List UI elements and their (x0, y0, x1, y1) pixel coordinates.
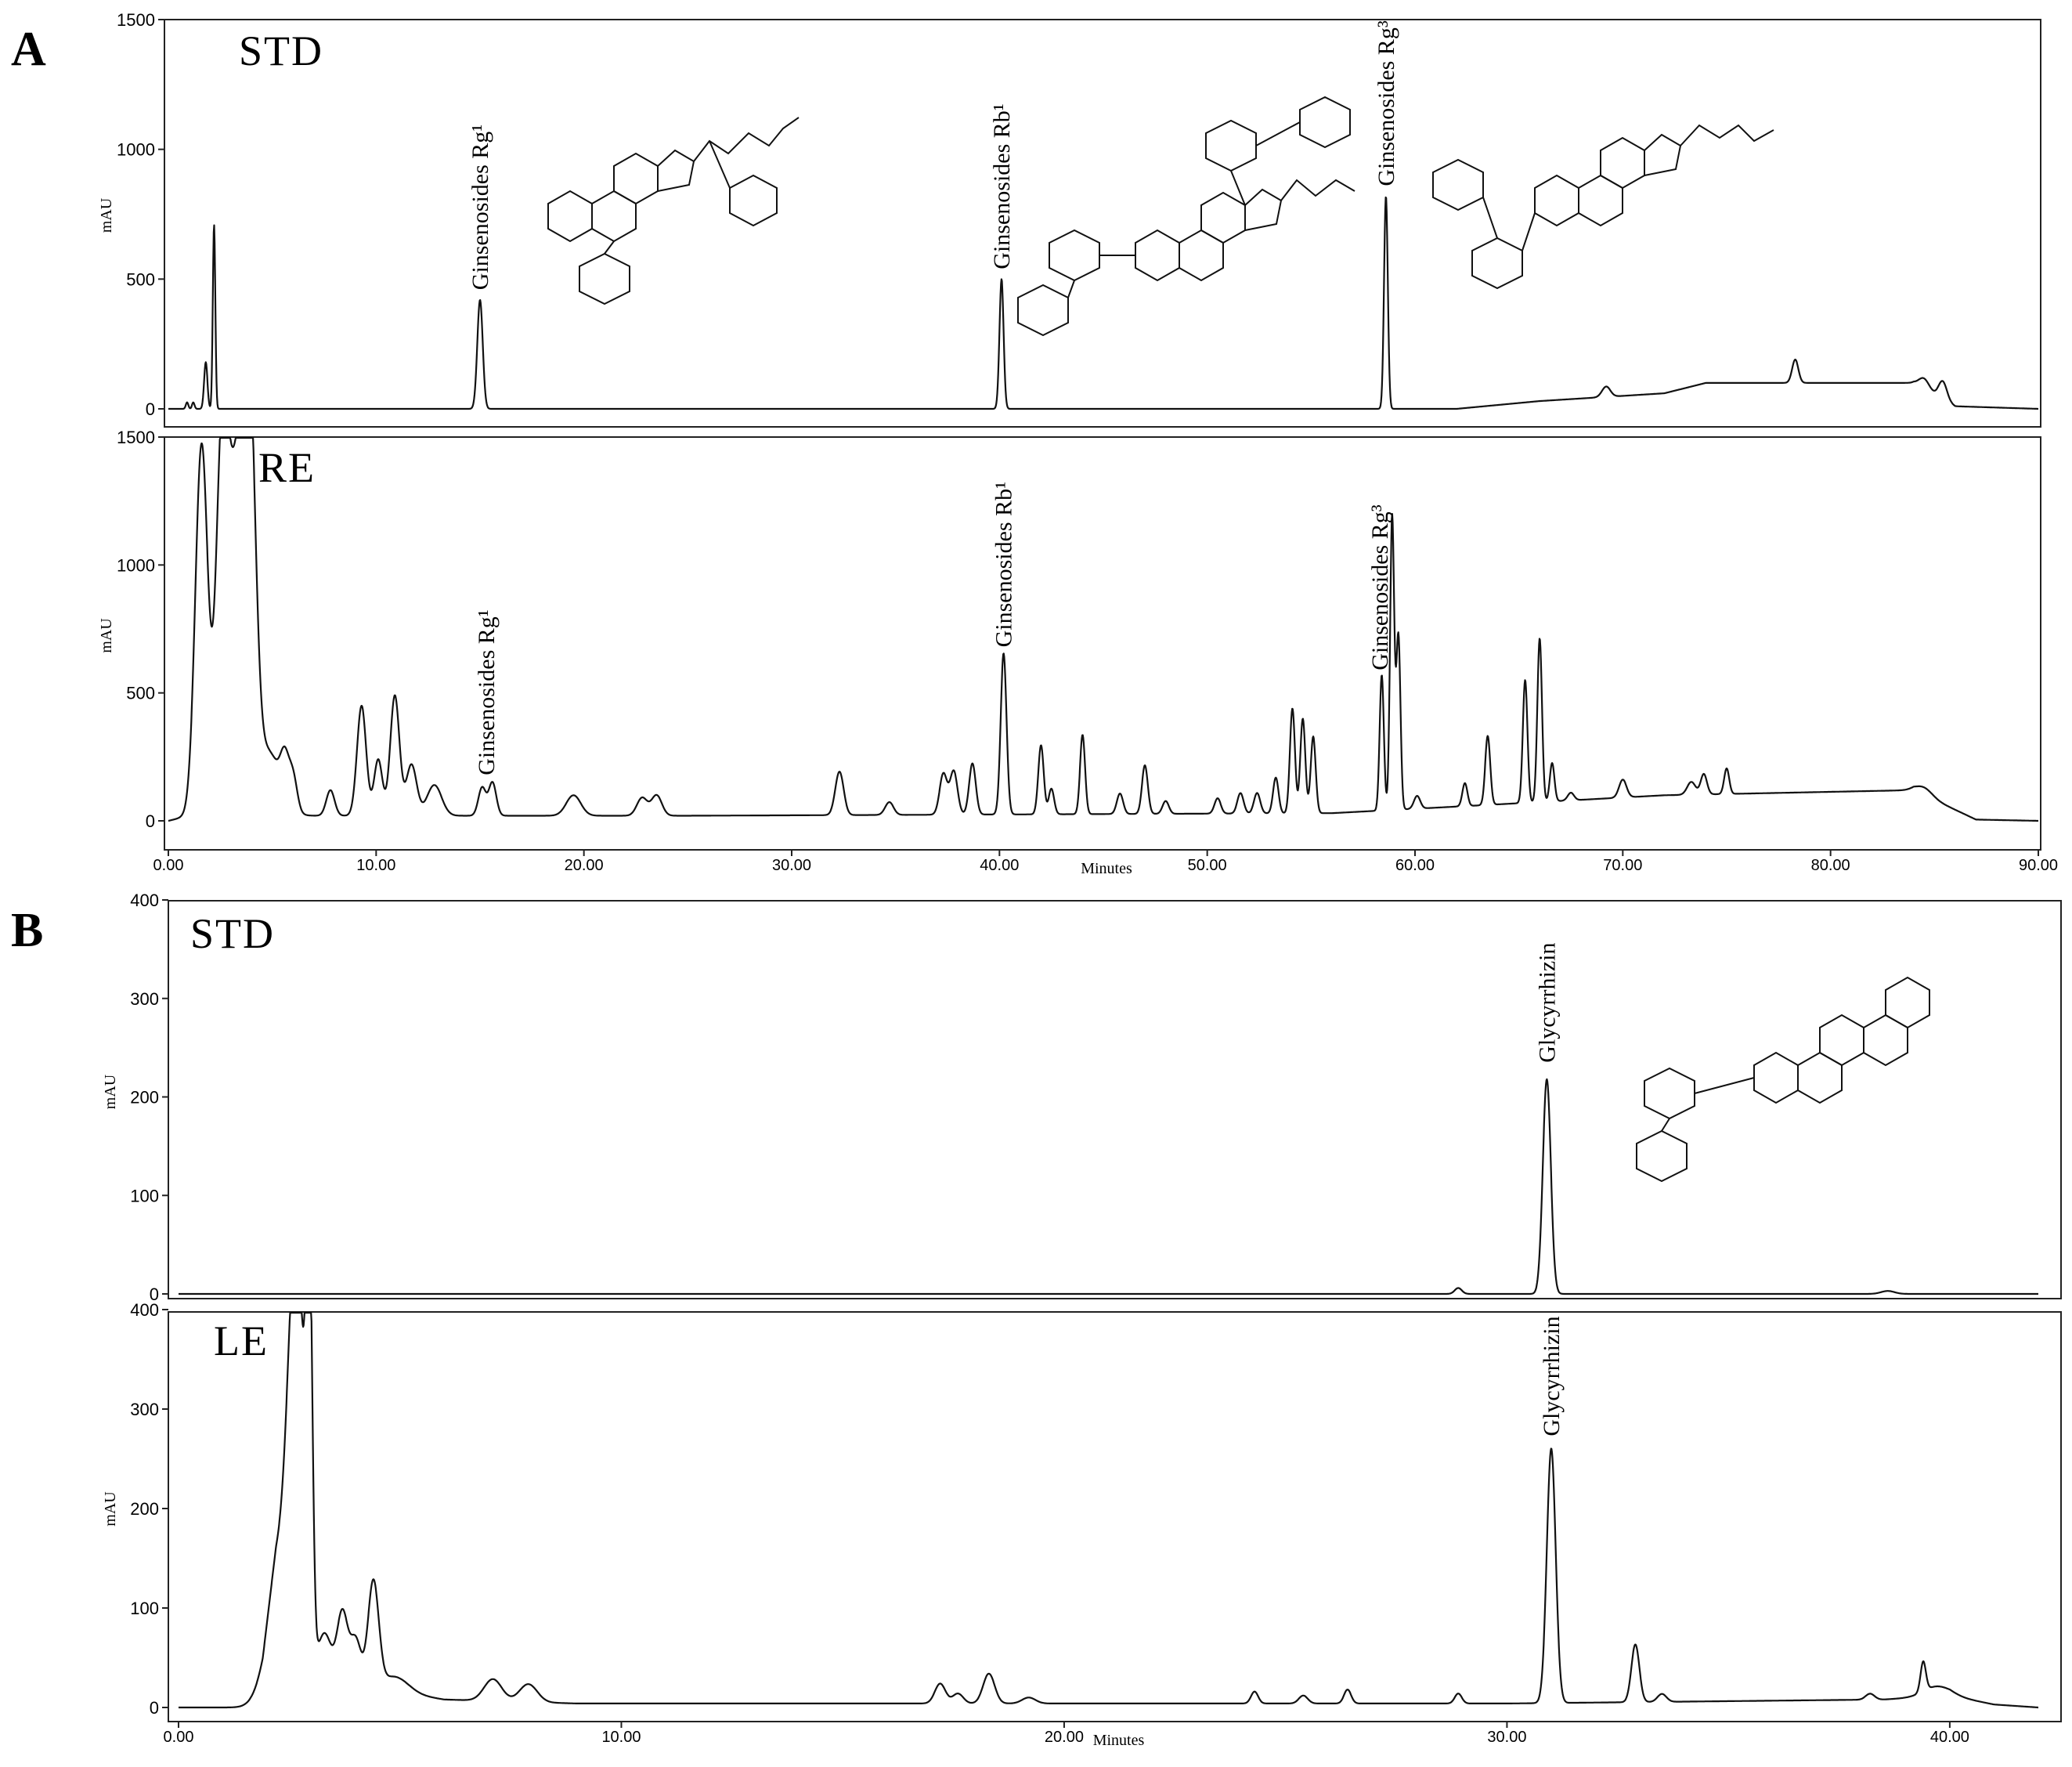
x-axis-title: Minutes (1081, 860, 1132, 877)
x-tick-label: 30.00 (1487, 1729, 1526, 1746)
structure-rg1 (547, 117, 800, 305)
y-tick-label: 1000 (117, 140, 155, 160)
peak-annotation: Ginsenosides Rg¹ (467, 125, 493, 291)
chromatogram-trace (178, 1078, 2039, 1295)
x-tick-label: 30.00 (772, 857, 811, 874)
x-tick-label: 20.00 (1045, 1729, 1084, 1746)
peak-annotation: Ginsenosides Rb¹ (989, 103, 1015, 269)
x-tick-label: 60.00 (1395, 857, 1435, 874)
x-tick-label: 90.00 (2019, 857, 2058, 874)
structure-glycyrrhizin (1636, 976, 1930, 1183)
y-tick-label: 0 (150, 1698, 159, 1718)
y-tick-label: 200 (130, 1088, 159, 1108)
x-axis-title: Minutes (1093, 1732, 1145, 1749)
peak-annotation: Ginsenosides Rg¹ (474, 609, 500, 775)
trace-label: LE (214, 1317, 269, 1364)
x-tick-label: 80.00 (1811, 857, 1850, 874)
chromatogram-trace (168, 436, 2039, 822)
trace-label: STD (190, 910, 275, 957)
structure-rb1 (1017, 96, 1355, 337)
y-axis-title: mAU (102, 1074, 119, 1109)
panel-label-b: B (11, 904, 43, 957)
plot-frame (164, 436, 2041, 851)
x-tick-label: 40.00 (980, 857, 1019, 874)
y-tick-label: 200 (130, 1499, 159, 1519)
y-tick-label: 1000 (117, 555, 155, 575)
y-tick-label: 0 (150, 1285, 159, 1304)
y-tick-label: 500 (126, 684, 155, 703)
x-tick-label: 10.00 (356, 857, 395, 874)
y-axis-title: mAU (98, 197, 115, 233)
peak-annotation: Ginsenosides Rb¹ (991, 482, 1017, 648)
peak-annotation: Ginsenosides Rg³ (1367, 504, 1393, 670)
peak-annotation: Ginsenosides Rg³ (1374, 20, 1399, 186)
chart-b-std: 0 100 200 300 400 mAU Glycyrrhizin STD (102, 891, 2062, 1304)
chart-a-re: 0 500 1000 1500 mAU 0.00 10.00 20.00 30.00 40.00 5… (98, 428, 2058, 877)
chromatogram-trace (178, 1311, 2039, 1709)
plot-frame (168, 1311, 2062, 1722)
x-tick-label: 70.00 (1603, 857, 1642, 874)
plot-frame (164, 19, 2041, 428)
y-tick-label: 100 (130, 1599, 159, 1618)
y-tick-label: 500 (126, 269, 155, 289)
y-tick-label: 0 (146, 811, 155, 831)
y-axis-title: mAU (102, 1491, 119, 1527)
x-tick-label: 50.00 (1188, 857, 1227, 874)
y-tick-label: 300 (130, 1400, 159, 1419)
x-tick-label: 0.00 (153, 857, 184, 874)
y-tick-label: 1500 (117, 10, 155, 30)
y-tick-label: 300 (130, 989, 159, 1009)
x-tick-label: 10.00 (601, 1729, 641, 1746)
x-tick-label: 0.00 (164, 1729, 194, 1746)
y-tick-label: 100 (130, 1186, 159, 1205)
y-axis-title: mAU (98, 618, 115, 653)
x-tick-label: 20.00 (565, 857, 604, 874)
y-tick-label: 400 (130, 891, 159, 910)
chromatogram-trace (168, 196, 2039, 410)
panel-label-a: A (11, 23, 46, 76)
x-tick-label: 40.00 (1930, 1729, 1969, 1746)
y-tick-label: 400 (130, 1300, 159, 1320)
plot-frame (168, 900, 2062, 1299)
chart-b-le: 0 100 200 300 400 mAU 0.00 10.00 20.00 30.00 40.00… (102, 1300, 2062, 1749)
chart-a-std: 0 500 1000 1500 mAU Ginsenosides Rg¹ Ginsenosi… (98, 10, 2041, 428)
structure-rg3 (1432, 124, 1774, 290)
trace-label: RE (258, 444, 316, 491)
peak-annotation: Glycyrrhizin (1539, 1316, 1565, 1436)
trace-label: STD (239, 27, 323, 74)
y-tick-label: 0 (146, 399, 155, 419)
peak-annotation: Glycyrrhizin (1534, 942, 1560, 1062)
y-tick-label: 1500 (117, 428, 155, 447)
